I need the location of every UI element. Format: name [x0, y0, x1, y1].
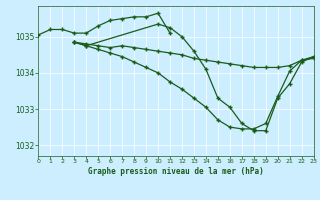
- X-axis label: Graphe pression niveau de la mer (hPa): Graphe pression niveau de la mer (hPa): [88, 167, 264, 176]
